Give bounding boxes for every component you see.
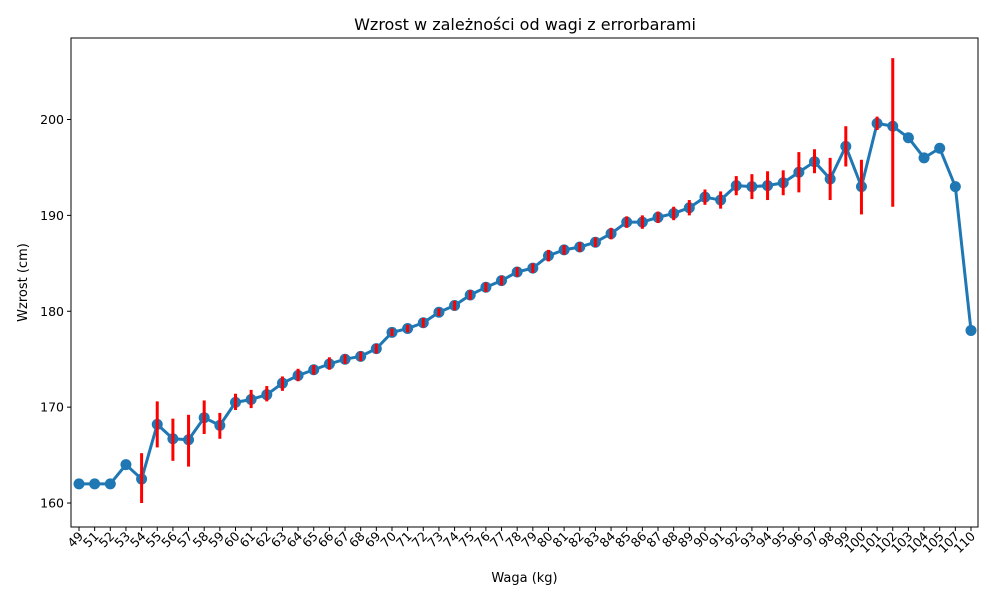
y-tick-label: 170 xyxy=(40,400,64,415)
x-axis-label: Waga (kg) xyxy=(491,571,557,586)
plot-area xyxy=(73,58,977,504)
data-point xyxy=(120,459,132,471)
plot-frame xyxy=(70,37,979,528)
data-point xyxy=(73,478,85,490)
y-tick-label: 200 xyxy=(40,112,64,127)
y-tick-label: 190 xyxy=(40,208,64,223)
data-point xyxy=(902,132,914,144)
series-line xyxy=(79,121,973,486)
y-tick-label: 160 xyxy=(40,496,64,511)
chart-title: Wzrost w zależności od wagi z errorbaram… xyxy=(354,15,696,34)
data-point xyxy=(89,478,101,490)
data-point xyxy=(949,181,961,193)
data-point xyxy=(104,478,116,490)
y-axis-label: Wzrost (cm) xyxy=(16,243,31,322)
x-axis: 4951525354555657585960616263646566676869… xyxy=(64,527,978,556)
y-tick-label: 180 xyxy=(40,304,64,319)
y-axis: 160 170 180 190 200 xyxy=(40,112,71,511)
data-point xyxy=(965,324,977,336)
data-point xyxy=(934,142,946,154)
data-point xyxy=(918,152,930,164)
